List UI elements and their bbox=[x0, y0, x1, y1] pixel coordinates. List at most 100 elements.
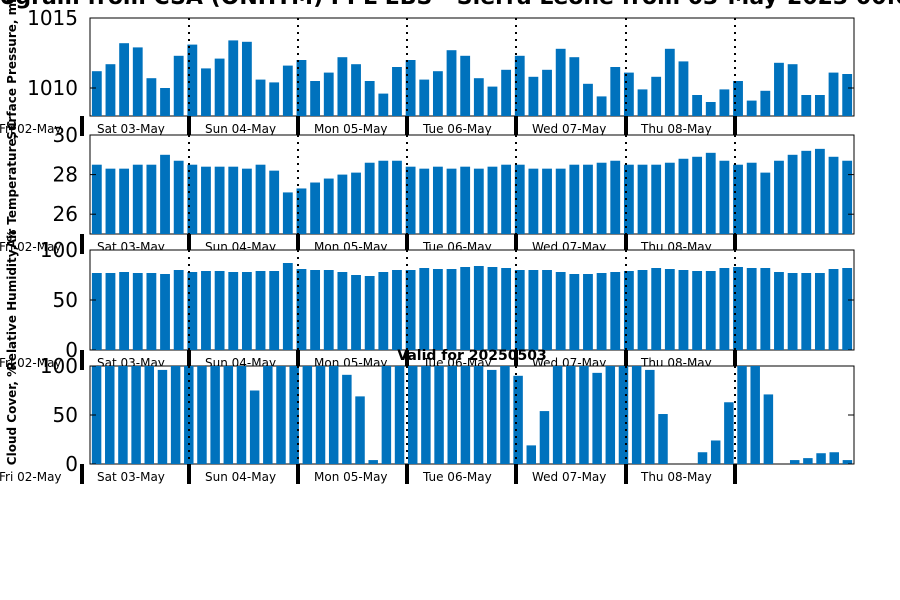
bar bbox=[392, 67, 402, 116]
bar bbox=[255, 79, 266, 116]
bar bbox=[719, 268, 730, 350]
bar bbox=[364, 162, 375, 234]
bar bbox=[289, 366, 299, 464]
bar bbox=[378, 93, 389, 116]
bar bbox=[842, 160, 853, 234]
bar bbox=[555, 48, 566, 116]
bar bbox=[569, 274, 580, 350]
bar bbox=[446, 168, 457, 234]
bar bbox=[269, 271, 280, 350]
y-axis-label: Surface Pressure, mb bbox=[5, 0, 19, 140]
x-tick-label: Thu 08-May bbox=[640, 470, 712, 484]
bar bbox=[737, 366, 747, 464]
bar bbox=[651, 164, 662, 234]
bar bbox=[315, 366, 326, 464]
bar bbox=[236, 366, 247, 464]
bar bbox=[645, 369, 655, 464]
bar bbox=[705, 271, 716, 350]
bar bbox=[407, 366, 418, 464]
bar bbox=[119, 43, 130, 117]
bar bbox=[514, 270, 525, 350]
bar bbox=[842, 460, 853, 464]
bar bbox=[460, 366, 471, 464]
bar bbox=[157, 369, 168, 464]
bar bbox=[473, 266, 484, 350]
bar bbox=[381, 366, 392, 464]
bar bbox=[829, 452, 839, 464]
bar bbox=[146, 78, 157, 116]
bar bbox=[596, 273, 607, 350]
bar bbox=[328, 366, 339, 464]
bar bbox=[432, 166, 443, 234]
bar bbox=[569, 57, 580, 116]
bar bbox=[173, 55, 184, 116]
bar bbox=[623, 164, 634, 234]
bar bbox=[539, 411, 550, 464]
bar bbox=[342, 374, 352, 464]
bar bbox=[105, 273, 116, 350]
bar bbox=[419, 168, 430, 234]
bar bbox=[173, 160, 184, 234]
bar bbox=[323, 270, 334, 350]
y-tick-label: 30 bbox=[53, 123, 78, 147]
bar bbox=[210, 366, 220, 464]
bar bbox=[542, 270, 552, 350]
bar bbox=[678, 61, 689, 116]
bar bbox=[447, 366, 457, 464]
bar bbox=[269, 170, 280, 234]
y-tick-label: 50 bbox=[53, 288, 78, 312]
bar bbox=[223, 366, 234, 464]
bar bbox=[501, 164, 512, 234]
bar bbox=[637, 89, 648, 116]
bar bbox=[828, 72, 839, 116]
bar bbox=[255, 271, 266, 350]
bar bbox=[201, 68, 211, 116]
bar bbox=[724, 402, 734, 464]
bar bbox=[405, 270, 416, 350]
bar bbox=[487, 86, 498, 116]
bar bbox=[828, 156, 839, 234]
bar bbox=[282, 263, 293, 350]
bar bbox=[421, 366, 431, 464]
bar bbox=[763, 394, 774, 464]
panel-1: 1010 1015 Fri 02-May Sat 03-May Sun 04-May Mo… bbox=[0, 0, 855, 140]
bar bbox=[750, 366, 760, 464]
bar bbox=[664, 162, 675, 234]
bar bbox=[263, 366, 273, 464]
bar bbox=[144, 366, 155, 464]
bar bbox=[91, 273, 102, 350]
x-tick-label: Wed 07-May bbox=[532, 470, 606, 484]
bar bbox=[419, 79, 430, 116]
bar bbox=[596, 162, 607, 234]
bar bbox=[579, 366, 589, 464]
bar bbox=[842, 268, 853, 350]
bar bbox=[378, 160, 389, 234]
bar bbox=[774, 62, 784, 116]
bar bbox=[241, 168, 252, 234]
bar bbox=[487, 166, 498, 234]
bar bbox=[337, 57, 348, 116]
bar bbox=[460, 55, 471, 116]
bar bbox=[710, 440, 721, 464]
bar bbox=[394, 366, 405, 464]
bar bbox=[542, 69, 552, 116]
bar bbox=[434, 366, 444, 464]
bar bbox=[228, 40, 239, 116]
bar bbox=[746, 162, 757, 234]
bar bbox=[760, 172, 771, 234]
bar bbox=[296, 269, 307, 350]
page-title: Meteogram from CSA (ONHTM) PPL EBS - Sie… bbox=[0, 0, 900, 10]
bar bbox=[197, 366, 207, 464]
bar bbox=[276, 366, 286, 464]
y-tick-label: 0 bbox=[65, 452, 78, 476]
bar bbox=[118, 366, 128, 464]
bar bbox=[355, 396, 365, 464]
bar bbox=[774, 272, 784, 350]
bar bbox=[214, 271, 225, 350]
bar bbox=[187, 164, 198, 234]
bar bbox=[473, 168, 484, 234]
bar bbox=[405, 60, 416, 116]
bar bbox=[310, 270, 321, 350]
